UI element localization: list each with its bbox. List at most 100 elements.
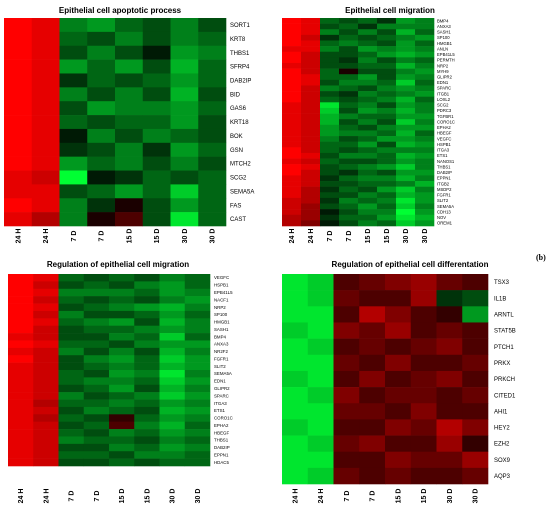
heatmap-cell bbox=[58, 310, 85, 319]
heatmap-cell bbox=[8, 421, 34, 430]
heatmap-cell bbox=[184, 451, 211, 459]
heatmap-cell bbox=[159, 399, 186, 408]
heatmap-cell bbox=[134, 443, 160, 452]
heatmap-cell bbox=[83, 288, 110, 297]
heatmap-cell bbox=[339, 203, 359, 210]
heatmap-cell bbox=[159, 406, 186, 415]
heatmap-cell bbox=[282, 40, 302, 47]
heatmap-cell bbox=[115, 184, 144, 199]
heatmap-cell bbox=[301, 79, 321, 86]
row-label: VEGFC bbox=[437, 136, 451, 141]
heatmap-cell bbox=[410, 290, 437, 307]
heatmap-cell bbox=[170, 170, 199, 185]
column-label: 30 D bbox=[422, 229, 429, 244]
row-label: HMGB1 bbox=[214, 320, 230, 325]
heatmap-cell bbox=[83, 443, 110, 452]
heatmap-cell bbox=[282, 141, 302, 148]
heatmap-cell bbox=[320, 107, 340, 114]
heatmap-cell bbox=[87, 59, 116, 74]
heatmap-cell bbox=[170, 18, 199, 33]
row-label: VEGFC bbox=[214, 275, 229, 280]
heatmap-cell bbox=[33, 288, 59, 297]
heatmap-cell bbox=[377, 136, 397, 142]
heatmap-cell bbox=[358, 130, 378, 137]
heatmap-cell bbox=[134, 429, 160, 437]
row-label: DAB2IP bbox=[437, 170, 452, 175]
heatmap-cell bbox=[396, 220, 416, 227]
heatmap-cell bbox=[359, 387, 386, 404]
column-label: 7 D bbox=[99, 231, 106, 242]
heatmap-cell bbox=[282, 152, 302, 159]
heatmap-cell bbox=[142, 212, 171, 227]
heatmap-cell bbox=[307, 419, 334, 436]
heatmap-cell bbox=[415, 34, 435, 41]
heatmap-cell bbox=[377, 197, 397, 204]
heatmap-cell bbox=[396, 62, 416, 69]
heatmap-cell bbox=[358, 34, 378, 41]
row-label: FGFR1 bbox=[437, 193, 451, 198]
row-label: PERMTH bbox=[437, 58, 455, 63]
heatmap-cell bbox=[170, 198, 199, 213]
heatmap-cell bbox=[282, 274, 309, 291]
heatmap-cell bbox=[320, 209, 340, 216]
heatmap-cell bbox=[385, 322, 412, 339]
heatmap-cell bbox=[282, 34, 302, 41]
heatmap-cell bbox=[320, 74, 340, 81]
row-label: BMP4 bbox=[214, 334, 227, 339]
row-label: NRP2 bbox=[214, 305, 226, 310]
heatmap-cell bbox=[159, 436, 186, 445]
heatmap-cell bbox=[184, 318, 211, 326]
heatmap-cell bbox=[415, 79, 435, 86]
row-label: EDN1 bbox=[214, 379, 226, 384]
heatmap-cell bbox=[301, 130, 321, 137]
heatmap-cell bbox=[282, 175, 302, 182]
heatmap-cell bbox=[33, 370, 59, 378]
heatmap-cell bbox=[301, 141, 321, 148]
heatmap-cell bbox=[4, 128, 33, 144]
row-label: DAB2IP bbox=[214, 445, 230, 450]
heatmap-cell bbox=[198, 128, 227, 144]
row-label: HSPB1 bbox=[214, 283, 229, 288]
heatmap-cell bbox=[109, 296, 135, 304]
heatmap-cell bbox=[462, 387, 489, 404]
heatmap-cell bbox=[385, 370, 412, 388]
heatmap-cell bbox=[282, 192, 302, 199]
heatmap-cell bbox=[415, 147, 435, 154]
heatmap-cell bbox=[159, 370, 186, 378]
heatmap-cell bbox=[359, 403, 386, 420]
row-label: SP100 bbox=[214, 312, 228, 317]
heatmap-cell bbox=[282, 68, 302, 75]
heatmap-cell bbox=[415, 119, 435, 126]
heatmap-cell bbox=[184, 362, 211, 371]
chart-title: Regulation of epithelial cell differenta… bbox=[331, 260, 489, 269]
heatmap-cell bbox=[198, 59, 227, 74]
heatmap-cell bbox=[339, 113, 359, 120]
heatmap-cell bbox=[134, 310, 160, 319]
row-label: IL1B bbox=[494, 296, 506, 302]
heatmap-cell bbox=[134, 406, 160, 415]
heatmap-cell bbox=[359, 290, 386, 307]
heatmap-cell bbox=[282, 29, 302, 36]
heatmap-cell bbox=[4, 31, 33, 47]
heatmap-cell bbox=[184, 281, 211, 290]
heatmap-cell bbox=[339, 175, 359, 182]
heatmap-cell bbox=[58, 399, 85, 408]
heatmap-cell bbox=[301, 40, 321, 47]
row-label: EPPN1 bbox=[437, 176, 451, 181]
heatmap-cell bbox=[396, 192, 416, 199]
heatmap-cell bbox=[339, 34, 359, 41]
heatmap-cell bbox=[4, 101, 33, 116]
heatmap-cell bbox=[415, 113, 435, 120]
heatmap-cell bbox=[83, 458, 110, 467]
row-label: CORO1C bbox=[437, 119, 455, 124]
heatmap-cell bbox=[198, 73, 227, 88]
column-label: 15 D bbox=[395, 489, 402, 504]
heatmap-cell bbox=[358, 46, 378, 53]
heatmap-cell bbox=[282, 124, 302, 131]
heatmap-cell bbox=[8, 281, 34, 290]
heatmap-cell bbox=[410, 387, 437, 404]
heatmap-cell bbox=[83, 281, 110, 290]
heatmap-cell bbox=[33, 443, 59, 452]
heatmap-cell bbox=[385, 306, 412, 323]
heatmap-cell bbox=[396, 175, 416, 182]
